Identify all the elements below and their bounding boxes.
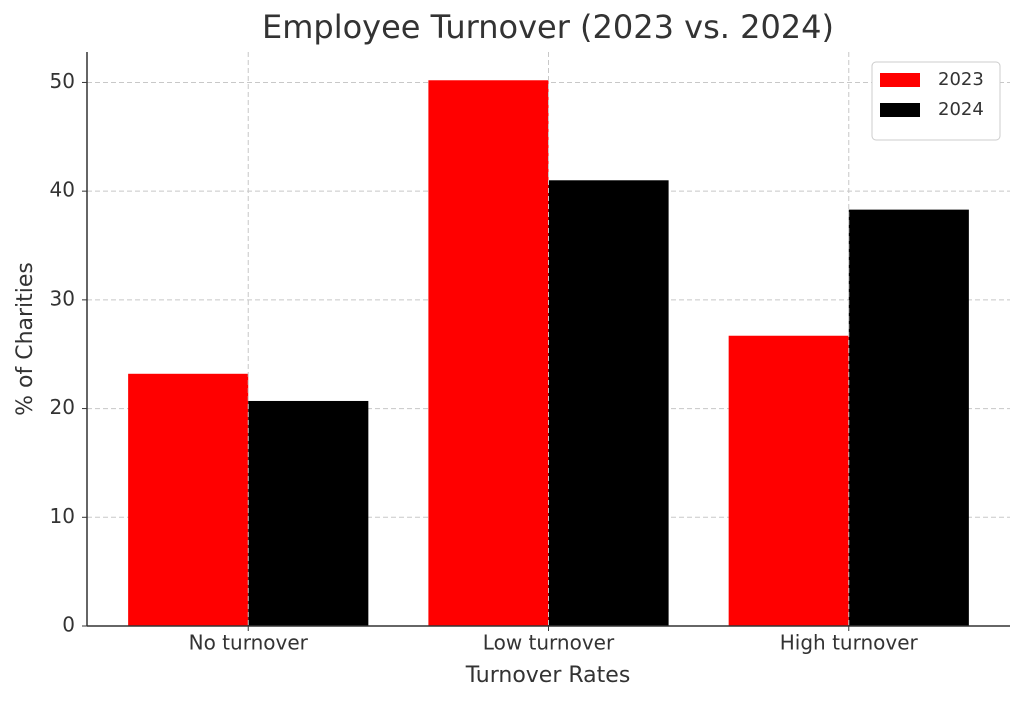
x-tick-label: High turnover [780,631,919,655]
bar [428,80,549,627]
x-axis-label: Turnover Rates [465,663,631,688]
legend-label: 2024 [938,99,984,120]
legend-swatch [880,103,920,117]
y-tick-label: 0 [62,613,75,637]
bar [548,180,669,626]
legend-swatch [880,73,920,87]
x-tick-label: Low turnover [483,631,615,655]
bar [128,373,249,626]
bar [248,400,369,626]
chart-title: Employee Turnover (2023 vs. 2024) [262,8,834,46]
y-tick-label: 30 [50,286,75,310]
bar [728,335,849,626]
legend-label: 2023 [938,69,984,90]
y-axis-label: % of Charities [13,262,38,416]
y-tick-label: 20 [50,395,75,419]
y-tick-label: 40 [50,178,75,202]
y-tick-label: 50 [50,69,75,93]
x-tick-label: No turnover [189,631,309,655]
bar [848,209,969,626]
y-tick-label: 10 [50,504,75,528]
